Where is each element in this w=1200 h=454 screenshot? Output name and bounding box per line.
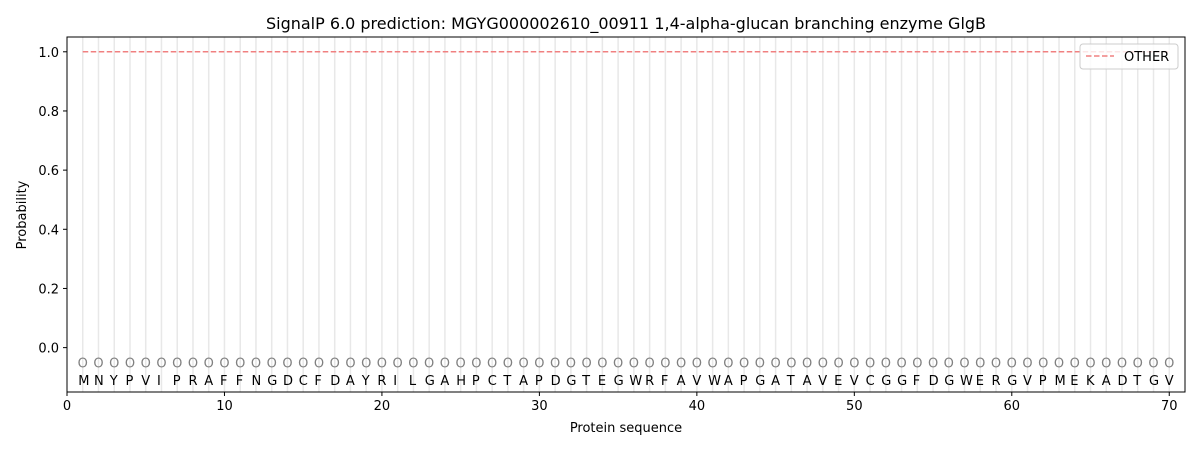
marker-o: O — [456, 356, 466, 371]
marker-o: O — [141, 356, 151, 371]
y-tick-label: 0.0 — [38, 342, 59, 357]
residue-sequence: MNYPVIPRAFFNGDCFDAYRILGAHPCTAPDGTEGWRFAV… — [78, 374, 1174, 389]
legend-box — [1079, 43, 1179, 70]
marker-o: O — [519, 356, 529, 371]
marker-o: O — [833, 356, 843, 371]
marker-o: O — [1085, 356, 1095, 371]
x-tick-label: 70 — [1161, 399, 1178, 414]
marker-o: O — [314, 356, 324, 371]
marker-o: O — [109, 356, 119, 371]
y-tick-label: 0.2 — [38, 282, 59, 297]
marker-o: O — [361, 356, 371, 371]
x-tick-label: 50 — [846, 399, 863, 414]
marker-o: O — [156, 356, 166, 371]
marker-o: O — [503, 356, 513, 371]
marker-o: O — [566, 356, 576, 371]
legend-label-other: OTHER — [1124, 50, 1169, 65]
legend: OTHER — [1079, 43, 1179, 70]
marker-o: O — [78, 356, 88, 371]
marker-o: O — [1133, 356, 1143, 371]
y-tick-label: 0.6 — [38, 164, 59, 179]
x-axis-label: Protein sequence — [570, 421, 682, 436]
marker-o: O — [944, 356, 954, 371]
marker-o: O — [408, 356, 418, 371]
marker-o: O — [676, 356, 686, 371]
marker-o: O — [267, 356, 277, 371]
marker-o: O — [424, 356, 434, 371]
marker-o: O — [692, 356, 702, 371]
marker-o: O — [393, 356, 403, 371]
marker-o: O — [770, 356, 780, 371]
marker-o: O — [613, 356, 623, 371]
marker-o: O — [1038, 356, 1048, 371]
marker-o: O — [282, 356, 292, 371]
marker-o: O — [172, 356, 182, 371]
marker-o: O — [849, 356, 859, 371]
marker-o: O — [377, 356, 387, 371]
marker-o: O — [597, 356, 607, 371]
marker-o: O — [707, 356, 717, 371]
chart-title: SignalP 6.0 prediction: MGYG000002610_00… — [266, 14, 986, 34]
marker-o: O — [582, 356, 592, 371]
x-tick-label: 10 — [216, 399, 233, 414]
marker-o: O — [881, 356, 891, 371]
marker-o: O — [298, 356, 308, 371]
marker-o: O — [235, 356, 245, 371]
marker-o: O — [125, 356, 135, 371]
marker-o: O — [1007, 356, 1017, 371]
marker-o: O — [345, 356, 355, 371]
marker-o: O — [219, 356, 229, 371]
x-tick-label: 40 — [689, 399, 706, 414]
plot-frame — [66, 36, 1186, 393]
marker-o: O — [912, 356, 922, 371]
marker-o: O — [204, 356, 214, 371]
marker-o: O — [93, 356, 103, 371]
x-tick-label: 20 — [374, 399, 391, 414]
marker-o: O — [896, 356, 906, 371]
marker-o: O — [802, 356, 812, 371]
marker-o: O — [487, 356, 497, 371]
marker-o: O — [786, 356, 796, 371]
marker-o: O — [330, 356, 340, 371]
y-tick-label: 1.0 — [38, 46, 59, 61]
x-tick-label: 30 — [531, 399, 548, 414]
marker-o: O — [755, 356, 765, 371]
marker-o: O — [645, 356, 655, 371]
y-axis-label: Probability — [15, 180, 30, 249]
marker-o: O — [928, 356, 938, 371]
marker-o: O — [723, 356, 733, 371]
marker-o: O — [1054, 356, 1064, 371]
marker-o: O — [991, 356, 1001, 371]
marker-o: O — [188, 356, 198, 371]
marker-o: O — [550, 356, 560, 371]
marker-o: O — [1101, 356, 1111, 371]
marker-o: O — [975, 356, 985, 371]
marker-o: O — [959, 356, 969, 371]
x-tick-label: 0 — [63, 399, 71, 414]
marker-o: O — [865, 356, 875, 371]
marker-o: O — [534, 356, 544, 371]
marker-o: O — [739, 356, 749, 371]
x-tick-label: 60 — [1004, 399, 1021, 414]
marker-o: O — [251, 356, 261, 371]
marker-o: O — [1148, 356, 1158, 371]
y-tick-label: 0.4 — [38, 223, 59, 238]
marker-o: O — [440, 356, 450, 371]
y-tick-label: 0.8 — [38, 105, 59, 120]
marker-o: O — [1164, 356, 1174, 371]
marker-o: O — [1022, 356, 1032, 371]
marker-o: O — [660, 356, 670, 371]
marker-o: O — [1070, 356, 1080, 371]
marker-o: O — [1117, 356, 1127, 371]
marker-o: O — [629, 356, 639, 371]
marker-o: O — [818, 356, 828, 371]
marker-o: O — [471, 356, 481, 371]
